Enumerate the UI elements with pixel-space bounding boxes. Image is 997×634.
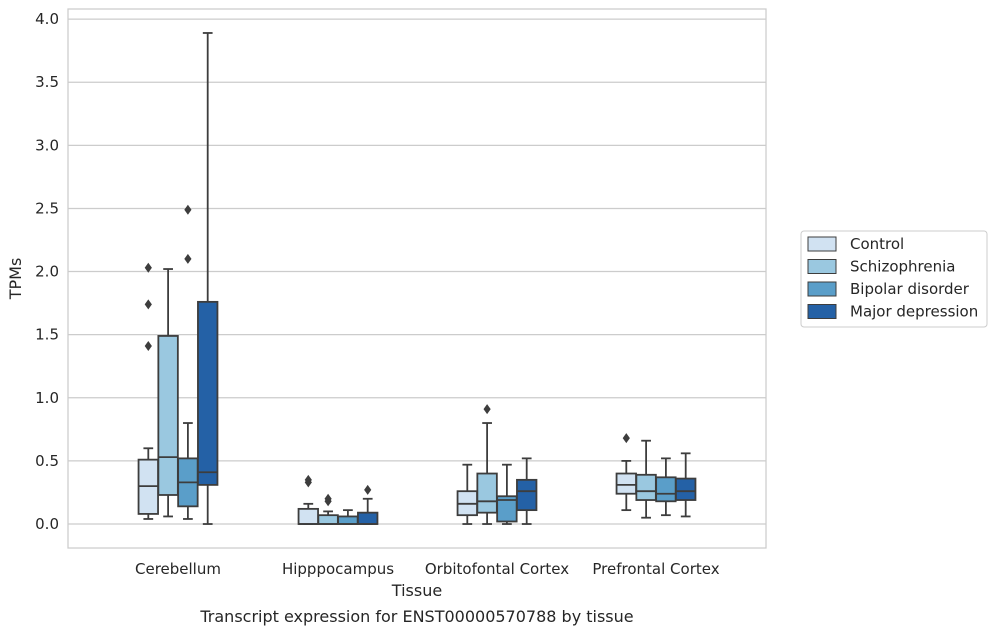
box <box>675 452 697 518</box>
plot-area-frame <box>67 8 767 549</box>
legend-swatch <box>807 281 837 297</box>
box <box>456 463 478 525</box>
box-iqr <box>476 472 498 514</box>
y-tick-label: 2.5 <box>35 199 59 217</box>
y-tick-label: 2.0 <box>35 263 59 281</box>
series-bipolar-disorder <box>177 204 677 525</box>
legend-label: Major depression <box>850 303 978 321</box>
box <box>516 457 538 525</box>
y-tick-label: 0.0 <box>35 515 59 533</box>
outlier-point <box>364 484 372 495</box>
box <box>197 32 219 525</box>
y-tick-label: 4.0 <box>35 10 59 28</box>
box-iqr <box>635 473 657 501</box>
box-iqr <box>337 515 359 525</box>
legend-swatch <box>807 236 837 252</box>
box <box>157 268 179 518</box>
outlier-point <box>622 433 630 444</box>
y-tick-labels: 0.0 0.5 1.0 1.5 2.0 2.5 3.0 3.5 4.0 <box>35 10 59 533</box>
box <box>337 509 359 525</box>
chart-caption: Transcript expression for ENST0000057078… <box>199 607 633 626</box>
box-iqr <box>157 335 179 496</box>
box <box>655 457 677 517</box>
x-tick-label: Cerebellum <box>135 560 221 578</box>
box-iqr <box>655 476 677 503</box>
box <box>357 484 379 525</box>
box <box>635 439 657 519</box>
legend-frame <box>800 230 988 328</box>
legend-item: Major depression <box>807 303 978 321</box>
y-tick-label: 3.5 <box>35 73 59 91</box>
outlier-point <box>184 253 192 264</box>
x-tick-labels: Cerebellum Hipppocampus Orbitofontal Corte… <box>135 560 720 578</box>
box-series <box>137 32 697 525</box>
box-iqr <box>516 478 538 512</box>
x-tick-label: Hipppocampus <box>282 560 394 578</box>
outlier-point <box>304 474 312 485</box>
box <box>496 463 518 525</box>
y-tick-label: 0.5 <box>35 452 59 470</box>
box-iqr <box>297 507 319 525</box>
box-iqr <box>317 514 339 525</box>
series-schizophrenia <box>157 268 657 525</box>
legend-label: Bipolar disorder <box>850 280 970 298</box>
y-tick-label: 1.5 <box>35 326 59 344</box>
box-iqr <box>197 300 219 486</box>
x-axis-label: Tissue <box>391 581 442 600</box>
legend-item: Bipolar disorder <box>807 280 970 298</box>
outlier-point <box>144 299 152 310</box>
series-major-depression <box>197 32 697 525</box>
y-tick-label: 1.0 <box>35 389 59 407</box>
legend-item: Control <box>807 235 904 253</box>
outlier-point <box>184 204 192 215</box>
box <box>177 204 199 520</box>
y-axis-label: TPMs <box>6 258 25 301</box>
legend-swatch <box>807 304 837 319</box>
legend-label: Schizophrenia <box>850 258 955 276</box>
outlier-point <box>324 493 332 504</box>
box <box>476 404 498 525</box>
legend-item: Schizophrenia <box>807 258 955 276</box>
legend: Control Schizophrenia Bipolar disorder Majo… <box>800 230 988 328</box>
box <box>297 474 319 525</box>
box <box>615 433 637 512</box>
box-iqr <box>357 511 379 525</box>
box <box>137 262 159 520</box>
box-iqr <box>675 477 697 501</box>
box <box>317 493 339 525</box>
legend-swatch <box>807 259 837 274</box>
x-tick-label: Orbitofontal Cortex <box>425 560 569 578</box>
y-tick-label: 3.0 <box>35 136 59 154</box>
series-control <box>137 262 637 525</box>
outlier-point <box>483 404 491 415</box>
legend-label: Control <box>850 235 904 253</box>
outlier-point <box>144 262 152 273</box>
outlier-point <box>144 341 152 352</box>
x-tick-label: Prefrontal Cortex <box>592 560 719 578</box>
box-iqr <box>615 472 637 495</box>
